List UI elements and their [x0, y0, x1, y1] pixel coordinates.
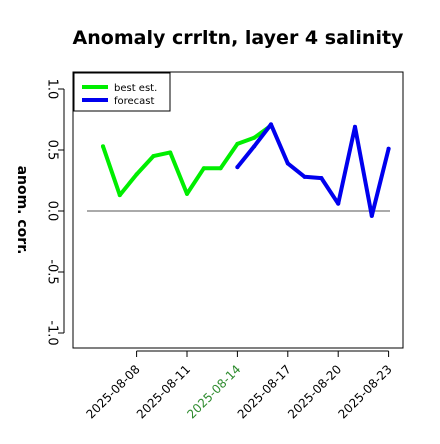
y-axis: -1.0 -0.5 0.0 0.5 1.0 [45, 79, 65, 346]
series-lines [101, 122, 391, 218]
data-point [269, 122, 273, 127]
data-point [386, 146, 391, 151]
data-point [185, 191, 189, 196]
series-line-0 [101, 123, 273, 198]
data-point [101, 144, 105, 149]
data-point [151, 154, 156, 159]
chart-title: Anomaly crrltn, layer 4 salinity [73, 27, 404, 49]
data-point [134, 172, 139, 177]
y-tick-label: 0.5 [45, 140, 60, 161]
x-tick-label: 2025-08-23 [336, 362, 395, 421]
data-point [218, 166, 223, 171]
y-tick-label: -1.0 [45, 320, 60, 345]
data-point [302, 174, 307, 179]
data-point [235, 165, 240, 170]
data-point [235, 141, 240, 146]
series-line-1 [235, 122, 391, 218]
data-point [319, 176, 324, 181]
data-point [252, 144, 257, 149]
data-point [369, 213, 374, 218]
y-tick-label: 1.0 [45, 79, 60, 100]
y-tick-label: -0.5 [45, 259, 60, 284]
legend-box [73, 72, 171, 112]
legend-label: forecast [114, 96, 155, 107]
plot-frame [72, 71, 404, 349]
data-point [353, 124, 357, 129]
legend: best est. forecast [73, 72, 171, 112]
legend-label: best est. [114, 83, 157, 94]
data-point [336, 201, 341, 206]
data-point [252, 135, 257, 140]
data-point [285, 161, 290, 166]
data-point [201, 166, 206, 171]
y-axis-label: anom. corr. [14, 166, 30, 255]
y-tick-label: 0.0 [45, 201, 60, 222]
data-point [117, 193, 122, 198]
x-axis: 2025-08-082025-08-112025-08-142025-08-17… [84, 350, 395, 421]
data-point [168, 150, 173, 155]
